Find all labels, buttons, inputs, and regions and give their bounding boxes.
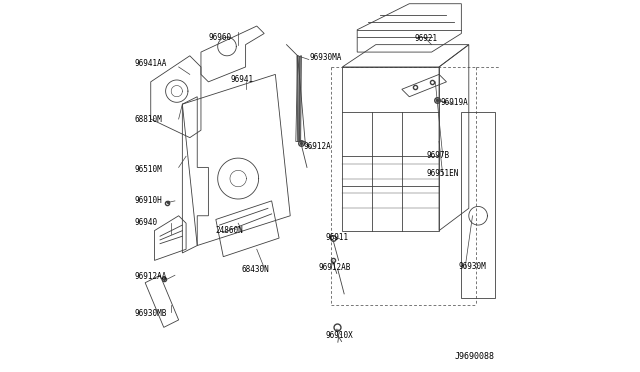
Text: 96921: 96921 <box>415 34 438 43</box>
Text: 96910X: 96910X <box>326 331 353 340</box>
Text: 9697B: 9697B <box>426 151 449 160</box>
Text: 96910H: 96910H <box>134 196 162 205</box>
Text: 24860N: 24860N <box>216 226 244 235</box>
Text: 96941: 96941 <box>231 76 254 84</box>
Text: 96951EN: 96951EN <box>426 169 458 178</box>
Text: 96940: 96940 <box>134 218 157 227</box>
Text: 96912AA: 96912AA <box>134 272 167 280</box>
Text: 96930MA: 96930MA <box>309 53 342 62</box>
Text: 96919A: 96919A <box>440 98 468 107</box>
Text: 96510M: 96510M <box>134 165 162 174</box>
Text: 96911: 96911 <box>326 233 349 242</box>
Text: 96930M: 96930M <box>459 262 486 271</box>
Text: J9690088: J9690088 <box>455 352 495 361</box>
Text: 96912AB: 96912AB <box>318 263 351 272</box>
Text: 96912A: 96912A <box>303 142 331 151</box>
Text: 96930MB: 96930MB <box>134 310 167 318</box>
Text: 96960: 96960 <box>209 33 232 42</box>
Text: 96941AA: 96941AA <box>134 59 167 68</box>
Text: 68430N: 68430N <box>242 265 269 274</box>
Text: 68810M: 68810M <box>134 115 162 124</box>
